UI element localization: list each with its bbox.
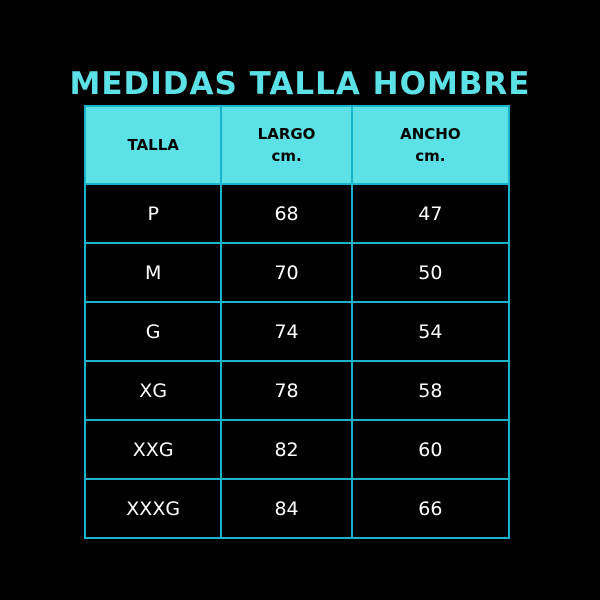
size-cell: XG (83, 360, 223, 421)
size-cell: P (83, 183, 223, 244)
size-cell: M (83, 242, 223, 303)
table-row: XXG 82 60 (83, 419, 511, 480)
largo-cell: 70 (220, 242, 353, 303)
header-talla: TALLA (83, 105, 223, 185)
size-table: TALLA LARGO cm. ANCHO cm. P 68 47 M 70 50 G 74 54 X… (83, 105, 511, 539)
ancho-cell: 66 (350, 478, 511, 539)
largo-cell: 78 (220, 360, 353, 421)
ancho-cell: 50 (350, 242, 511, 303)
table-row: P 68 47 (83, 183, 511, 244)
largo-cell: 82 (220, 419, 353, 480)
header-label: ANCHO (400, 125, 461, 143)
size-cell: G (83, 301, 223, 362)
table-row: XXXG 84 66 (83, 478, 511, 539)
page-title: MEDIDAS TALLA HOMBRE (69, 66, 531, 102)
header-unit: cm. (415, 147, 446, 165)
ancho-cell: 54 (350, 301, 511, 362)
size-cell: XXXG (83, 478, 223, 539)
largo-cell: 68 (220, 183, 353, 244)
header-ancho: ANCHO cm. (350, 105, 511, 185)
table-row: XG 78 58 (83, 360, 511, 421)
header-label: LARGO (257, 125, 316, 143)
header-unit: cm. (271, 147, 302, 165)
table-row: M 70 50 (83, 242, 511, 303)
ancho-cell: 58 (350, 360, 511, 421)
ancho-cell: 47 (350, 183, 511, 244)
largo-cell: 74 (220, 301, 353, 362)
header-largo: LARGO cm. (220, 105, 353, 185)
size-cell: XXG (83, 419, 223, 480)
largo-cell: 84 (220, 478, 353, 539)
header-row: TALLA LARGO cm. ANCHO cm. (83, 105, 511, 185)
table-row: G 74 54 (83, 301, 511, 362)
ancho-cell: 60 (350, 419, 511, 480)
header-label: TALLA (127, 136, 179, 154)
